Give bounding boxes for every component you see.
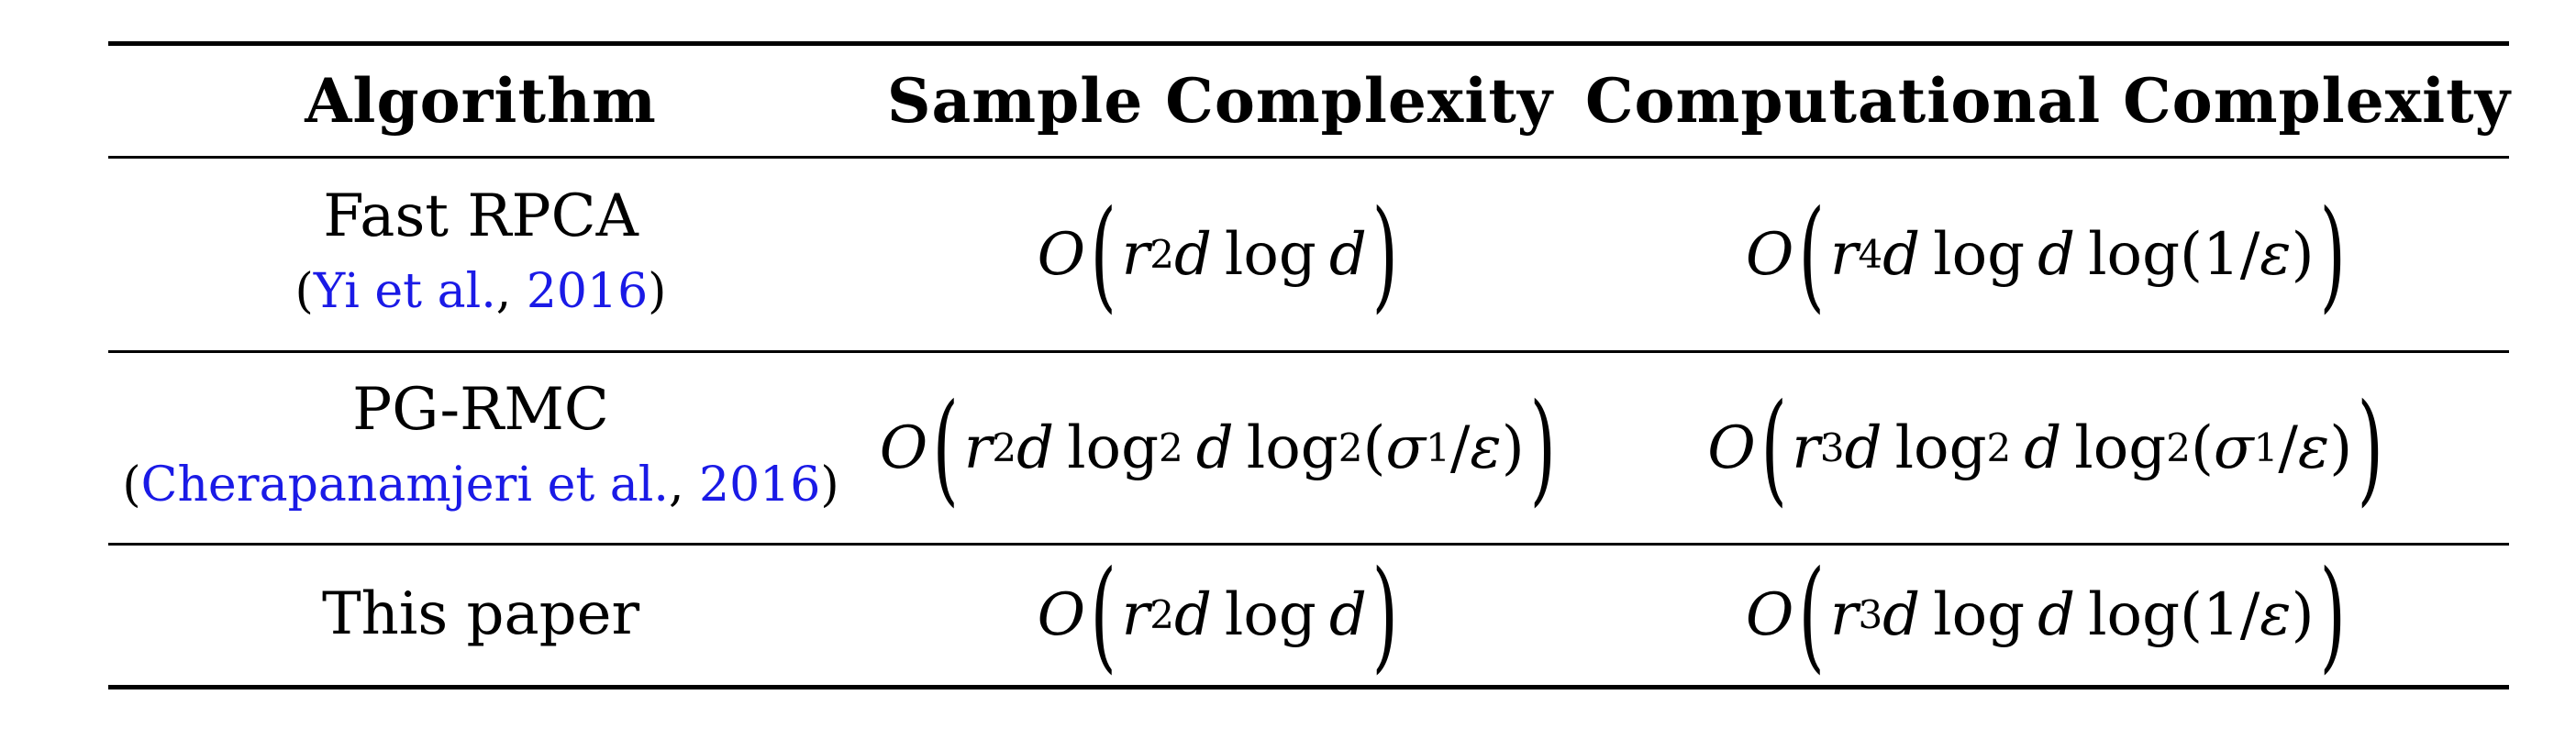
sample-complexity-cell: O(r 2 d log 2 d log 2(σ 1/ε)) [853,353,1587,543]
citation-year-link[interactable]: 2016 [526,263,649,319]
table-row-algorithm-cell: Fast RPCA (Yi et al., 2016) [108,159,853,350]
header-label: Sample Complexity [886,65,1554,137]
computational-complexity-formula: O(r 4 d log d log(1/ε)) [1745,183,2346,325]
header-rule [108,156,2509,159]
column-header-sample-complexity: Sample Complexity [853,46,1587,156]
citation-year-link[interactable]: 2016 [699,457,821,513]
computational-complexity-cell: O(r 4 d log d log(1/ε)) [1587,159,2509,350]
citation-authors-link[interactable]: Yi et al. [313,263,496,319]
sample-complexity-formula: O(r 2 d log d) [1037,545,1398,686]
computational-complexity-formula: O(r 3 d log d log(1/ε)) [1745,545,2346,686]
row-divider [108,543,2509,546]
algorithm-name: Fast RPCA [323,182,638,251]
citation-authors-link[interactable]: Cherapanamjeri et al. [140,457,669,513]
header-label: Algorithm [305,65,657,137]
algorithm-name: PG-RMC [352,376,609,445]
citation-close-paren: ) [648,263,667,319]
table-bottom-rule [108,685,2509,689]
citation-separator: , [668,457,699,513]
sample-complexity-cell: O(r 2 d log d) [853,546,1587,685]
computational-complexity-cell: O(r 3 d log d log(1/ε)) [1587,546,2509,685]
algorithm-name: This paper [321,580,640,649]
computational-complexity-formula: O(r 3 d log 2 d log 2(σ 1/ε)) [1707,377,2384,519]
header-label: Computational Complexity [1585,65,2512,137]
computational-complexity-cell: O(r 3 d log 2 d log 2(σ 1/ε)) [1587,353,2509,543]
column-header-algorithm: Algorithm [108,46,853,156]
sample-complexity-cell: O(r 2 d log d) [853,159,1587,350]
table-row-algorithm-cell: PG-RMC (Cherapanamjeri et al., 2016) [108,353,853,543]
citation-separator: , [495,263,527,319]
citation-open-paren: ( [294,263,314,319]
table-row-algorithm-cell: This paper [108,546,853,685]
column-header-computational-complexity: Computational Complexity [1585,46,2512,156]
sample-complexity-formula: O(r 2 d log 2 d log 2(σ 1/ε)) [879,377,1556,519]
sample-complexity-formula: O(r 2 d log d) [1037,183,1398,325]
citation: (Cherapanamjeri et al., 2016) [122,452,838,519]
citation-close-paren: ) [820,457,839,513]
table-top-rule [108,41,2509,46]
row-divider [108,350,2509,353]
citation: (Yi et al., 2016) [295,259,667,325]
citation-open-paren: ( [122,457,141,513]
